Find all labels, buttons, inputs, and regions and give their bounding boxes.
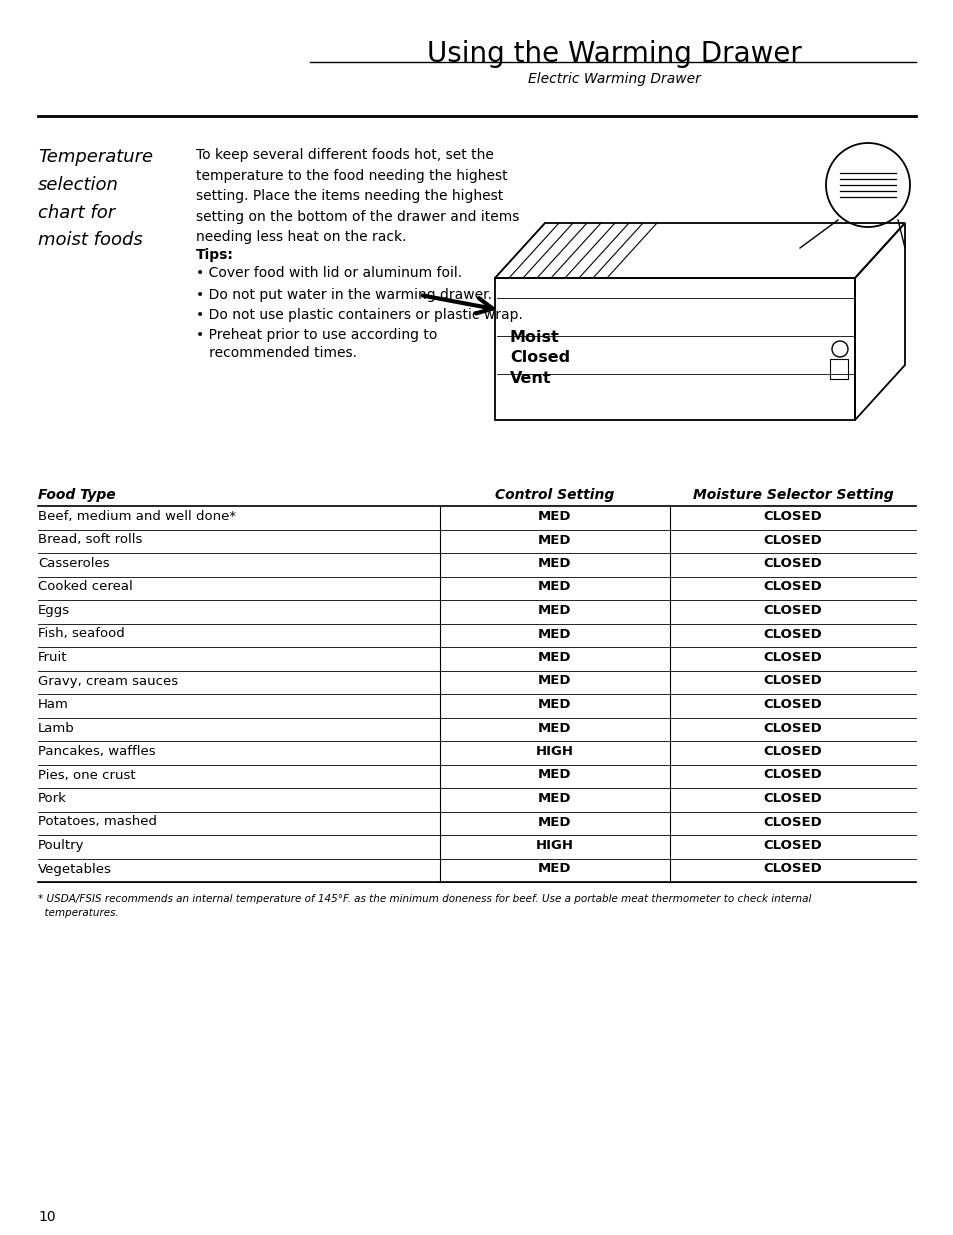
Text: * USDA/FSIS recommends an internal temperature of 145°F. as the minimum doneness: * USDA/FSIS recommends an internal tempe…	[38, 894, 810, 918]
Text: • Cover food with lid or aluminum foil.: • Cover food with lid or aluminum foil.	[195, 266, 461, 280]
Text: CLOSED: CLOSED	[762, 580, 821, 594]
Text: Using the Warming Drawer: Using the Warming Drawer	[426, 40, 801, 68]
Text: Poultry: Poultry	[38, 839, 85, 852]
Text: Temperature
selection
chart for
moist foods: Temperature selection chart for moist fo…	[38, 148, 153, 249]
Text: MED: MED	[537, 580, 571, 594]
Text: MED: MED	[537, 862, 571, 876]
Text: Gravy, cream sauces: Gravy, cream sauces	[38, 674, 178, 688]
Text: MED: MED	[537, 604, 571, 618]
Text: MED: MED	[537, 651, 571, 664]
Text: • Preheat prior to use according to
   recommended times.: • Preheat prior to use according to reco…	[195, 329, 436, 361]
Text: Cooked cereal: Cooked cereal	[38, 580, 132, 594]
Text: CLOSED: CLOSED	[762, 651, 821, 664]
Text: MED: MED	[537, 721, 571, 735]
Text: Food Type: Food Type	[38, 488, 115, 501]
Text: Potatoes, mashed: Potatoes, mashed	[38, 815, 157, 829]
Text: 10: 10	[38, 1210, 55, 1224]
Text: CLOSED: CLOSED	[762, 674, 821, 688]
Text: Pies, one crust: Pies, one crust	[38, 768, 135, 782]
Text: MED: MED	[537, 815, 571, 829]
Text: CLOSED: CLOSED	[762, 534, 821, 547]
Text: CLOSED: CLOSED	[762, 792, 821, 805]
Text: CLOSED: CLOSED	[762, 839, 821, 852]
Text: MED: MED	[537, 674, 571, 688]
Text: Tips:: Tips:	[195, 248, 233, 262]
Text: • Do not use plastic containers or plastic wrap.: • Do not use plastic containers or plast…	[195, 308, 522, 322]
Text: Casseroles: Casseroles	[38, 557, 110, 571]
Text: Bread, soft rolls: Bread, soft rolls	[38, 534, 142, 547]
Text: CLOSED: CLOSED	[762, 604, 821, 618]
Text: CLOSED: CLOSED	[762, 745, 821, 758]
Text: CLOSED: CLOSED	[762, 557, 821, 571]
Text: MED: MED	[537, 510, 571, 522]
Text: Fish, seafood: Fish, seafood	[38, 627, 125, 641]
Text: Fruit: Fruit	[38, 651, 68, 664]
Text: Moist
Closed
Vent: Moist Closed Vent	[510, 330, 570, 385]
Text: • Do not put water in the warming drawer.: • Do not put water in the warming drawer…	[195, 288, 492, 303]
Text: Control Setting: Control Setting	[495, 488, 614, 501]
Text: Pork: Pork	[38, 792, 67, 805]
Text: Ham: Ham	[38, 698, 69, 711]
Text: CLOSED: CLOSED	[762, 862, 821, 876]
Text: CLOSED: CLOSED	[762, 815, 821, 829]
Text: CLOSED: CLOSED	[762, 768, 821, 782]
Text: MED: MED	[537, 534, 571, 547]
Text: Lamb: Lamb	[38, 721, 74, 735]
Text: Vegetables: Vegetables	[38, 862, 112, 876]
Text: MED: MED	[537, 792, 571, 805]
Text: MED: MED	[537, 698, 571, 711]
Text: Eggs: Eggs	[38, 604, 71, 618]
Text: MED: MED	[537, 627, 571, 641]
Text: HIGH: HIGH	[536, 839, 574, 852]
Text: Pancakes, waffles: Pancakes, waffles	[38, 745, 155, 758]
Text: Beef, medium and well done*: Beef, medium and well done*	[38, 510, 236, 522]
Text: CLOSED: CLOSED	[762, 698, 821, 711]
Text: CLOSED: CLOSED	[762, 721, 821, 735]
Text: MED: MED	[537, 768, 571, 782]
Text: CLOSED: CLOSED	[762, 510, 821, 522]
Text: To keep several different foods hot, set the
temperature to the food needing the: To keep several different foods hot, set…	[195, 148, 518, 245]
Text: HIGH: HIGH	[536, 745, 574, 758]
Text: MED: MED	[537, 557, 571, 571]
Text: CLOSED: CLOSED	[762, 627, 821, 641]
Text: Electric Warming Drawer: Electric Warming Drawer	[527, 72, 700, 86]
Text: Moisture Selector Setting: Moisture Selector Setting	[692, 488, 892, 501]
